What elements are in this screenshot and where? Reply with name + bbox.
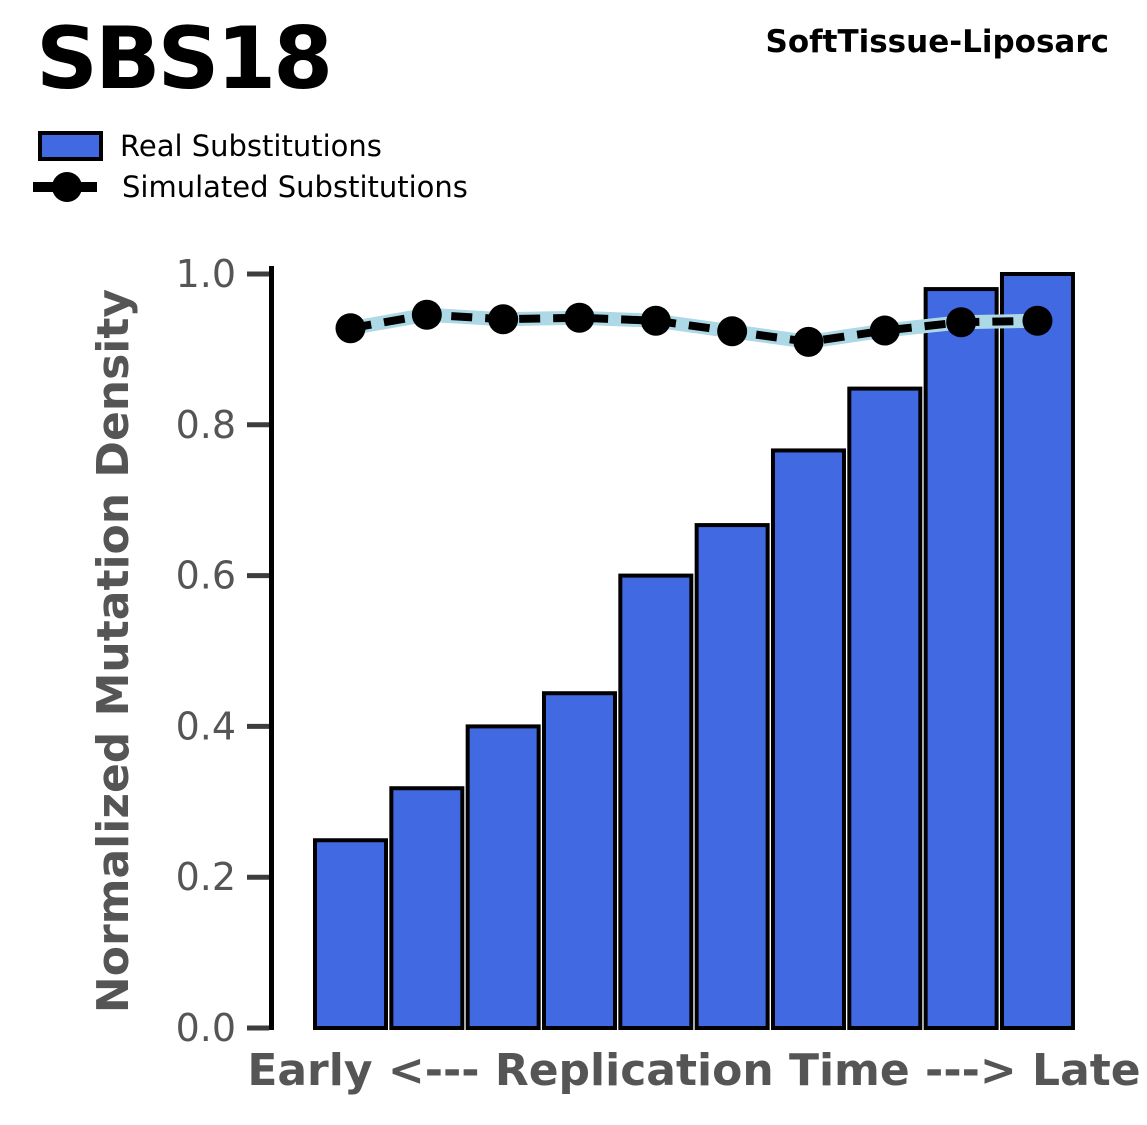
dashed-line <box>349 310 1038 346</box>
bar <box>847 386 923 1031</box>
y-tick-label: 0.0 <box>176 1006 236 1050</box>
y-tick-label: 0.4 <box>176 704 236 748</box>
bar <box>694 523 770 1030</box>
real-substitution-bars <box>313 272 1075 1031</box>
line-point-marker <box>869 315 900 346</box>
dashed-line-dot-icon <box>33 171 109 203</box>
line-point-marker <box>488 304 519 335</box>
legend-item-simulated: Simulated Substitutions <box>33 170 468 204</box>
y-tick-label: 1.0 <box>176 252 236 296</box>
line-point-marker <box>335 313 366 344</box>
page-title: SBS18 <box>36 9 333 109</box>
legend-label-real: Real Substitutions <box>120 129 382 163</box>
y-tick-label: 0.2 <box>176 855 236 899</box>
y-axis-ticks: 0.0 0.2 0.4 0.6 0.8 1.0 <box>176 252 269 1050</box>
line-point-marker <box>946 307 977 338</box>
x-axis-label: Early <--- Replication Time ---> Late <box>247 1045 1140 1096</box>
bar <box>541 691 617 1030</box>
line-point-marker <box>564 302 595 333</box>
bar <box>999 272 1075 1030</box>
line-point-marker <box>411 299 442 330</box>
line-point-marker <box>640 305 671 336</box>
bar <box>313 838 388 1031</box>
sample-label: SoftTissue-Liposarc <box>765 24 1109 60</box>
y-axis-label: Normalized Mutation Density <box>88 289 139 1013</box>
line-point-marker <box>793 326 824 357</box>
bar-swatch-icon <box>38 131 103 161</box>
bar <box>389 786 465 1031</box>
bar <box>770 448 846 1031</box>
line-point-marker <box>717 316 748 347</box>
bar <box>465 724 541 1031</box>
line-point-marker <box>1022 305 1053 336</box>
bar <box>618 573 694 1030</box>
legend: Real Substitutions Simulated Substitutio… <box>33 129 468 204</box>
legend-label-simulated: Simulated Substitutions <box>122 170 468 204</box>
y-tick-label: 0.6 <box>176 554 236 598</box>
bar <box>923 287 999 1030</box>
simulated-substitution-line <box>335 299 1053 357</box>
y-tick-label: 0.8 <box>176 403 236 447</box>
legend-item-real: Real Substitutions <box>38 129 468 163</box>
